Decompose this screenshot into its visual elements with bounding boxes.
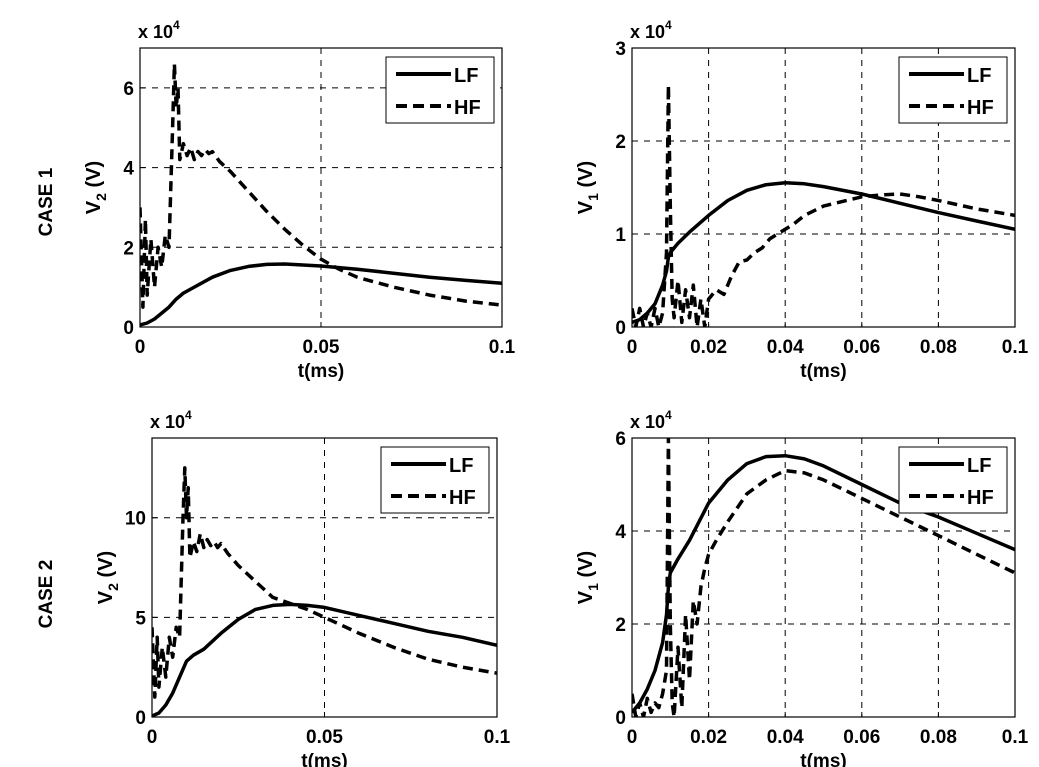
x-tick-label: 0.05 [306,727,343,748]
axis-multiplier: x 104 [138,18,180,42]
x-axis-label: t(ms) [301,751,347,767]
y-tick-label: 1 [615,225,626,246]
y-tick-label: 0 [123,318,134,339]
legend-label-lf: LF [967,65,991,87]
y-tick-label: 0 [615,708,626,729]
x-tick-label: 0.1 [484,727,511,748]
legend-label-lf: LF [449,455,473,477]
x-tick-label: 0.1 [1002,727,1029,748]
x-tick-label: 0.02 [690,337,727,358]
series-line-lf [632,453,1015,714]
series-line-hf [152,466,497,699]
axis-multiplier: x 104 [630,18,672,42]
legend-label-hf: HF [454,97,481,119]
y-axis-label: V1 (V) [575,161,601,214]
x-tick-label: 0.08 [920,337,957,358]
legend-label-lf: LF [454,65,478,87]
x-tick-label: 0.04 [767,727,804,748]
y-tick-label: 4 [615,522,626,543]
y-tick-label: 3 [615,39,626,60]
legend-label-hf: HF [967,487,994,509]
x-tick-label: 0 [627,727,638,748]
series-line-lf [632,181,1015,325]
legend-label-lf: LF [967,455,991,477]
x-tick-label: 0 [147,727,158,748]
x-axis-label: t(ms) [800,751,846,767]
series-line-lf [140,262,502,327]
y-tick-label: 6 [615,429,626,450]
series-line-hf [140,62,502,309]
legend-label-hf: HF [449,487,476,509]
y-tick-label: 0 [615,318,626,339]
plot-frame [631,47,1016,328]
y-tick-label: 6 [123,79,134,100]
axis-multiplier: x 104 [150,408,192,432]
y-tick-label: 10 [125,509,146,530]
axis-multiplier: x 104 [630,408,672,432]
x-tick-label: 0.1 [489,337,516,358]
x-axis-label: t(ms) [298,361,344,382]
x-tick-label: 0.1 [1002,337,1029,358]
x-tick-label: 0.06 [843,727,880,748]
legend-box [385,56,495,124]
x-tick-label: 0.06 [843,337,880,358]
x-tick-label: 0.08 [920,727,957,748]
y-tick-label: 2 [123,238,134,259]
y-tick-label: 4 [123,159,134,180]
y-tick-label: 2 [615,132,626,153]
y-tick-label: 2 [615,615,626,636]
x-tick-label: 0.04 [767,337,804,358]
series-line-hf [632,83,1015,327]
series-line-hf [632,438,1015,717]
x-tick-label: 0 [135,337,146,358]
x-tick-label: 0 [627,337,638,358]
x-tick-label: 0.02 [690,727,727,748]
plot-frame [631,437,1016,718]
y-tick-label: 0 [135,708,146,729]
legend-box [898,56,1008,124]
series-line-lf [152,602,497,717]
x-axis-label: t(ms) [800,361,846,382]
y-axis-label: V2 (V) [95,551,121,604]
legend-box [898,446,1008,514]
y-axis-label: V1 (V) [575,551,601,604]
y-tick-label: 5 [135,608,146,629]
legend-label-hf: HF [967,97,994,119]
y-axis-label: V2 (V) [83,161,109,214]
x-tick-label: 0.05 [303,337,340,358]
legend-box [380,446,490,514]
